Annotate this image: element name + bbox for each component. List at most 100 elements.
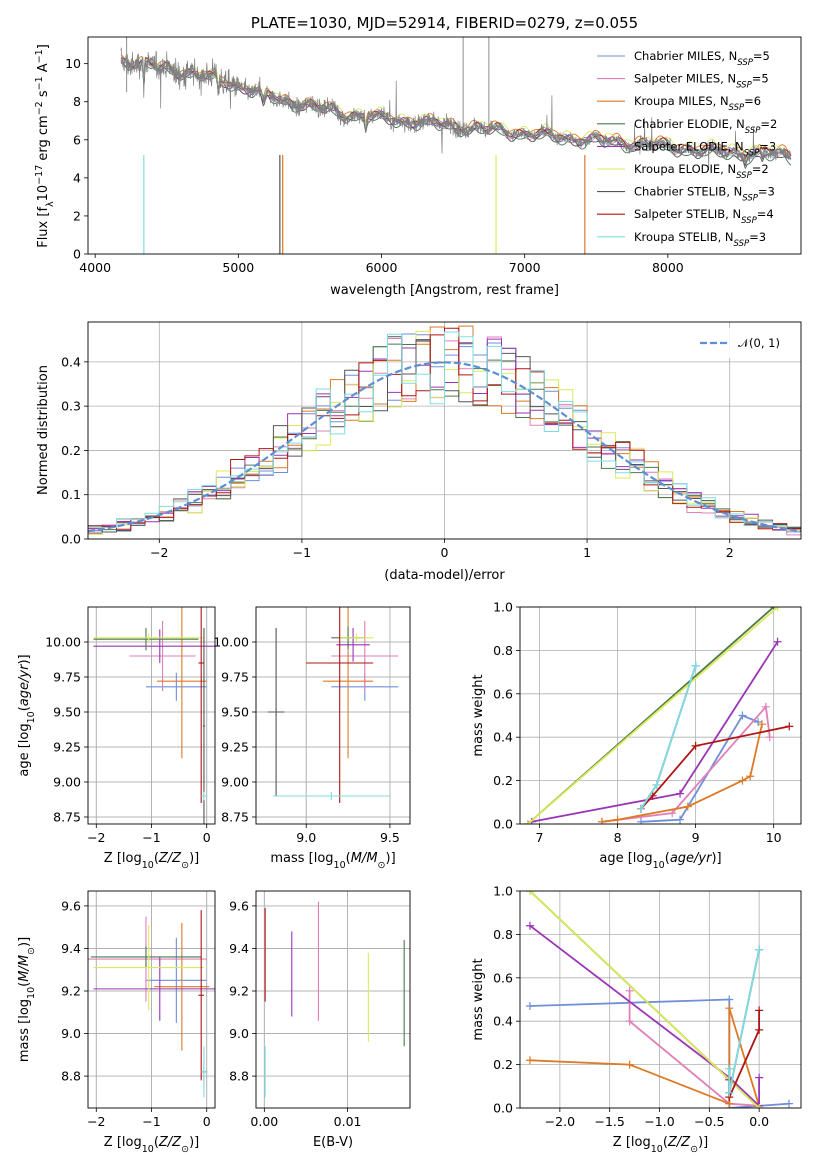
x-axis-label: mass [log10(M/M⊙)] bbox=[270, 851, 395, 871]
y-axis-label: Normed distribution bbox=[36, 365, 51, 495]
x-tick-label: 8 bbox=[614, 830, 622, 845]
y-tick-label: 9.75 bbox=[221, 670, 249, 685]
legend: Chabrier MILES, NSSP=5 Salpeter MILES, NS… bbox=[597, 49, 777, 249]
y-axis-label: Flux [fλ10−17 erg cm−2 s−1 A−1] bbox=[34, 44, 56, 248]
y-tick-label: 8.8 bbox=[61, 1069, 81, 1084]
mass-weight-marker bbox=[636, 804, 645, 813]
x-axis-label: Z [log10(Z/Z⊙)] bbox=[104, 851, 199, 871]
y-axis-label: mass weight bbox=[471, 674, 486, 756]
mass-weight-marker bbox=[683, 802, 692, 811]
mass-weight-marker bbox=[765, 733, 774, 742]
mass-weight-marker bbox=[691, 741, 700, 750]
mass-weight-marker bbox=[746, 772, 755, 781]
axes-frame bbox=[255, 606, 411, 825]
y-tick-label: 1.0 bbox=[493, 884, 513, 899]
mass-weight-marker bbox=[755, 1006, 764, 1015]
y-axis-label: age [log10(age/yr)] bbox=[17, 654, 37, 776]
mass-weight-marker bbox=[738, 776, 747, 785]
y-tick-label: 9.4 bbox=[61, 941, 81, 956]
x-tick-label: 0.01 bbox=[334, 1114, 362, 1129]
x-tick-label: 9.5 bbox=[380, 830, 400, 845]
mass-weight-marker bbox=[755, 1104, 764, 1108]
y-tick-label: 0.3 bbox=[61, 399, 81, 414]
y-tick-label: 9.4 bbox=[229, 941, 249, 956]
mass-weight-marker bbox=[757, 720, 766, 729]
legend-label: Salpeter MILES, NSSP=5 bbox=[634, 72, 769, 91]
y-tick-label: 10.00 bbox=[213, 635, 249, 650]
plot-area bbox=[120, 37, 792, 254]
mass-weight-marker bbox=[773, 637, 782, 646]
mass-weight-marker bbox=[676, 789, 685, 798]
y-tick-label: 0.1 bbox=[61, 487, 81, 502]
axes-frame bbox=[87, 36, 802, 255]
x-tick-label: −1 bbox=[142, 830, 160, 845]
legend-label: Kroupa MILES, NSSP=6 bbox=[634, 94, 761, 113]
legend-label: Chabrier MILES, NSSP=5 bbox=[634, 49, 770, 68]
y-tick-label: 0.4 bbox=[61, 354, 81, 369]
x-tick-label: −2 bbox=[150, 545, 168, 560]
mass-weight-marker bbox=[725, 1064, 734, 1073]
y-tick-label: 0.0 bbox=[61, 532, 81, 547]
mass-weight-marker bbox=[755, 1073, 764, 1082]
mass-weight-marker bbox=[625, 1060, 634, 1069]
y-tick-label: 10.00 bbox=[45, 635, 81, 650]
mass-weight-marker bbox=[525, 891, 534, 895]
y-tick-label: 0.2 bbox=[493, 1057, 513, 1072]
x-tick-label: −1.5 bbox=[595, 1114, 625, 1129]
x-tick-label: 7 bbox=[536, 830, 544, 845]
plot-area bbox=[523, 607, 794, 824]
mass-weight-marker bbox=[625, 986, 634, 995]
axes-frame bbox=[519, 890, 802, 1109]
mass-weight-line bbox=[640, 725, 790, 810]
x-tick-label: 7000 bbox=[509, 260, 541, 275]
mass-weight-marker bbox=[525, 921, 534, 930]
mass-weight-marker bbox=[625, 1017, 634, 1026]
x-tick-label: 0 bbox=[441, 545, 449, 560]
mass-weight-marker bbox=[785, 1099, 794, 1108]
y-axis-label: mass weight bbox=[471, 958, 486, 1040]
x-tick-label: −2.0 bbox=[545, 1114, 575, 1129]
legend: 𝒩(0, 1) bbox=[694, 328, 794, 358]
mass-weight-line bbox=[529, 924, 760, 1108]
plot-panel-8: −2.0 −1.5 −1.0 −0.5 0.0 0.0 0.2 0.4 0.6 0.8 1.0 Z [… bbox=[471, 884, 802, 1155]
y-tick-label: 9.6 bbox=[61, 898, 81, 913]
plot-panel-1: 4000 5000 6000 7000 8000 0 2 4 6 8 10 PLATE=1030, M… bbox=[34, 14, 802, 298]
data-spectrum-line bbox=[120, 47, 792, 171]
y-tick-label: 9.25 bbox=[53, 740, 81, 755]
plot-area bbox=[256, 891, 410, 1108]
y-tick-label: 9.50 bbox=[53, 705, 81, 720]
x-tick-label: −1.0 bbox=[644, 1114, 674, 1129]
mass-weight-marker bbox=[597, 817, 606, 824]
y-tick-label: 0.0 bbox=[493, 1101, 513, 1116]
y-tick-label: 0.4 bbox=[493, 730, 513, 745]
y-tick-label: 9.75 bbox=[53, 670, 81, 685]
legend-label: Kroupa STELIB, NSSP=3 bbox=[634, 230, 766, 249]
axes-frame bbox=[519, 606, 802, 825]
mass-weight-marker bbox=[525, 1002, 534, 1011]
x-tick-label: 10 bbox=[766, 830, 782, 845]
legend-label: Chabrier STELIB, NSSP=3 bbox=[634, 185, 775, 204]
y-tick-label: 8.75 bbox=[53, 810, 81, 825]
x-tick-label: −2 bbox=[87, 830, 105, 845]
x-tick-label: 9 bbox=[692, 830, 700, 845]
y-tick-label: 0.6 bbox=[493, 686, 513, 701]
mass-weight-line bbox=[529, 891, 760, 1108]
legend-label: Salpeter ELODIE, NSSP=3 bbox=[634, 139, 776, 158]
x-tick-label: 2 bbox=[726, 545, 734, 560]
mass-weight-marker bbox=[636, 817, 645, 824]
x-axis-label: Z [log10(Z/Z⊙)] bbox=[613, 1135, 708, 1155]
x-tick-label: 8000 bbox=[652, 260, 684, 275]
legend-label: Kroupa ELODIE, NSSP=2 bbox=[634, 162, 769, 181]
plot-panel-2: −2 −1 0 1 2 0.0 0.1 0.2 0.3 0.4 (data-model)/error… bbox=[36, 321, 802, 583]
y-tick-label: 0.2 bbox=[493, 773, 513, 788]
y-tick-label: 9.2 bbox=[229, 983, 249, 998]
x-axis-label: wavelength [Angstrom, rest frame] bbox=[330, 283, 559, 298]
x-tick-label: 0.00 bbox=[250, 1114, 278, 1129]
mass-weight-marker bbox=[676, 815, 685, 824]
plot-panel-4: 9.0 9.5 8.75 9.00 9.25 9.50 9.75 10.00 mass [log… bbox=[213, 606, 411, 871]
y-tick-label: 9.00 bbox=[221, 775, 249, 790]
y-tick-label: 0.0 bbox=[493, 817, 513, 832]
axes-frame bbox=[87, 321, 802, 540]
x-tick-label: −1 bbox=[293, 545, 311, 560]
